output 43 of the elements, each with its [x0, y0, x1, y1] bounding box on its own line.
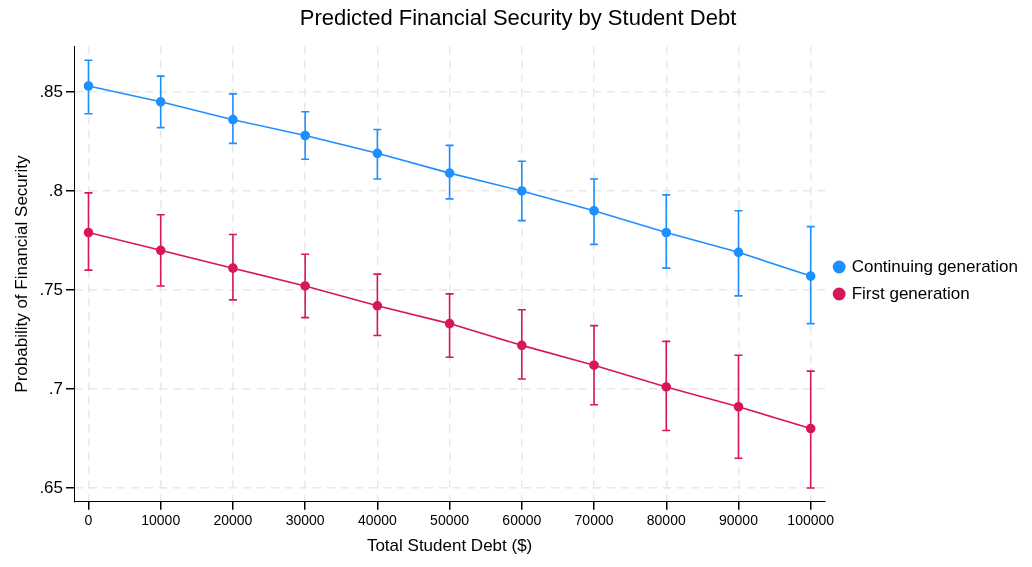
- legend-label: First generation: [851, 283, 970, 303]
- x-tick-label: 80000: [646, 512, 686, 529]
- point: [805, 423, 816, 434]
- y-tick-label: .8: [48, 180, 64, 200]
- y-tick-label: .7: [48, 378, 64, 398]
- x-tick-label: 90000: [719, 512, 759, 529]
- point: [300, 281, 310, 291]
- x-tick-label: 60000: [502, 512, 542, 529]
- y-tick-label: .75: [39, 279, 64, 299]
- point: [805, 271, 816, 281]
- x-tick-label: 40000: [357, 512, 398, 529]
- x-tick-label: 30000: [285, 512, 325, 529]
- point: [517, 186, 527, 196]
- x-tick-label: 0: [84, 512, 93, 529]
- x-tick-label: 10000: [141, 512, 181, 529]
- x-axis-title: Total Student Debt ($): [366, 536, 533, 556]
- y-axis-title: Probability of Financial Security: [11, 155, 31, 393]
- point: [661, 382, 672, 392]
- chart-title: Predicted Financial Security by Student Debt: [299, 5, 737, 31]
- point: [228, 114, 238, 125]
- point: [300, 130, 310, 141]
- point: [155, 245, 166, 256]
- point: [589, 205, 599, 216]
- point: [589, 360, 599, 370]
- point: [444, 168, 455, 178]
- x-tick-label: 50000: [430, 512, 470, 529]
- point: [83, 227, 94, 238]
- x-tick-label: 70000: [574, 512, 614, 529]
- point: [661, 227, 672, 238]
- point: [517, 340, 527, 351]
- point: [444, 318, 455, 329]
- point: [372, 148, 383, 159]
- point: [155, 97, 166, 107]
- point: [83, 81, 94, 91]
- y-tick-label: .65: [39, 477, 64, 497]
- point: [733, 247, 744, 258]
- x-tick-label: 20000: [213, 512, 253, 529]
- x-tick-label: 100000: [787, 512, 835, 529]
- point: [372, 300, 383, 311]
- point: [733, 401, 744, 412]
- legend-label: Continuing generation: [851, 256, 1019, 276]
- y-tick-label: .85: [39, 81, 64, 101]
- point: [228, 263, 238, 273]
